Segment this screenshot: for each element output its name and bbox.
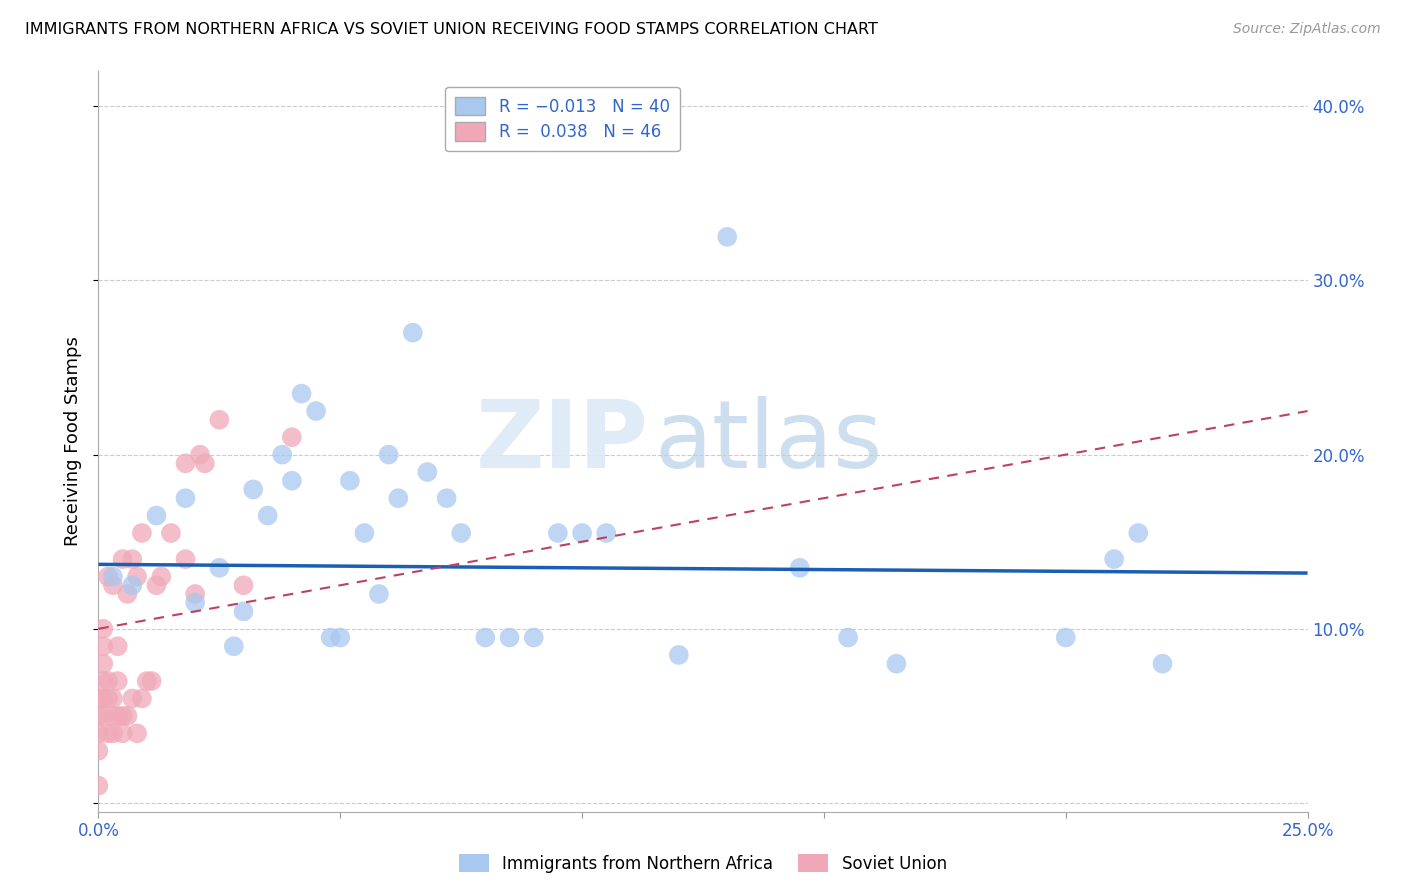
Point bbox=[87, 709, 110, 723]
Point bbox=[87, 779, 110, 793]
Point bbox=[242, 483, 264, 497]
Point bbox=[188, 448, 211, 462]
Legend: Immigrants from Northern Africa, Soviet Union: Immigrants from Northern Africa, Soviet … bbox=[453, 847, 953, 880]
Point bbox=[184, 596, 207, 610]
Point bbox=[101, 691, 124, 706]
Point bbox=[377, 448, 399, 462]
Point bbox=[111, 726, 134, 740]
Point bbox=[281, 430, 304, 444]
Point bbox=[474, 631, 496, 645]
Point bbox=[232, 604, 254, 618]
Point bbox=[131, 691, 153, 706]
Point bbox=[111, 552, 134, 566]
Point bbox=[97, 674, 120, 689]
Point bbox=[256, 508, 278, 523]
Point bbox=[208, 561, 231, 575]
Point bbox=[174, 552, 197, 566]
Point bbox=[91, 691, 114, 706]
Point bbox=[87, 744, 110, 758]
Point bbox=[716, 230, 738, 244]
Point bbox=[886, 657, 908, 671]
Point bbox=[135, 674, 157, 689]
Point bbox=[290, 386, 312, 401]
Point bbox=[281, 474, 304, 488]
Point bbox=[436, 491, 458, 505]
Text: ZIP: ZIP bbox=[475, 395, 648, 488]
Point bbox=[450, 526, 472, 541]
Point bbox=[145, 508, 167, 523]
Point bbox=[160, 526, 183, 541]
Point bbox=[208, 413, 231, 427]
Point bbox=[571, 526, 593, 541]
Point bbox=[1152, 657, 1174, 671]
Point bbox=[416, 465, 439, 479]
Point bbox=[339, 474, 361, 488]
Point bbox=[150, 569, 173, 583]
Point bbox=[127, 569, 149, 583]
Point bbox=[368, 587, 391, 601]
Point bbox=[271, 448, 294, 462]
Point bbox=[145, 578, 167, 592]
Point bbox=[174, 491, 197, 505]
Y-axis label: Receiving Food Stamps: Receiving Food Stamps bbox=[65, 336, 83, 547]
Point bbox=[402, 326, 425, 340]
Point bbox=[668, 648, 690, 662]
Point bbox=[131, 526, 153, 541]
Point bbox=[121, 552, 143, 566]
Point bbox=[127, 726, 149, 740]
Point bbox=[305, 404, 328, 418]
Point bbox=[121, 691, 143, 706]
Point bbox=[184, 587, 207, 601]
Point bbox=[789, 561, 811, 575]
Point bbox=[387, 491, 409, 505]
Point bbox=[523, 631, 546, 645]
Point bbox=[1054, 631, 1077, 645]
Point bbox=[498, 631, 520, 645]
Point bbox=[101, 726, 124, 740]
Point bbox=[1102, 552, 1125, 566]
Point bbox=[1128, 526, 1150, 541]
Point bbox=[329, 631, 352, 645]
Point bbox=[117, 587, 139, 601]
Point bbox=[353, 526, 375, 541]
Point bbox=[194, 456, 217, 470]
Point bbox=[107, 709, 129, 723]
Point bbox=[107, 674, 129, 689]
Point bbox=[97, 691, 120, 706]
Text: atlas: atlas bbox=[655, 395, 883, 488]
Point bbox=[87, 691, 110, 706]
Point bbox=[91, 657, 114, 671]
Point bbox=[174, 456, 197, 470]
Point bbox=[232, 578, 254, 592]
Point bbox=[111, 709, 134, 723]
Point bbox=[91, 639, 114, 653]
Legend: R = −0.013   N = 40, R =  0.038   N = 46: R = −0.013 N = 40, R = 0.038 N = 46 bbox=[446, 87, 679, 151]
Point bbox=[107, 639, 129, 653]
Point bbox=[319, 631, 342, 645]
Point bbox=[121, 578, 143, 592]
Point bbox=[595, 526, 617, 541]
Point bbox=[97, 569, 120, 583]
Text: Source: ZipAtlas.com: Source: ZipAtlas.com bbox=[1233, 22, 1381, 37]
Point bbox=[547, 526, 569, 541]
Point bbox=[91, 709, 114, 723]
Point bbox=[97, 726, 120, 740]
Point bbox=[141, 674, 163, 689]
Point bbox=[222, 639, 245, 653]
Point bbox=[101, 709, 124, 723]
Text: IMMIGRANTS FROM NORTHERN AFRICA VS SOVIET UNION RECEIVING FOOD STAMPS CORRELATIO: IMMIGRANTS FROM NORTHERN AFRICA VS SOVIE… bbox=[25, 22, 879, 37]
Point bbox=[837, 631, 859, 645]
Point bbox=[91, 674, 114, 689]
Point bbox=[101, 569, 124, 583]
Point bbox=[91, 622, 114, 636]
Point bbox=[87, 726, 110, 740]
Point bbox=[117, 709, 139, 723]
Point bbox=[101, 578, 124, 592]
